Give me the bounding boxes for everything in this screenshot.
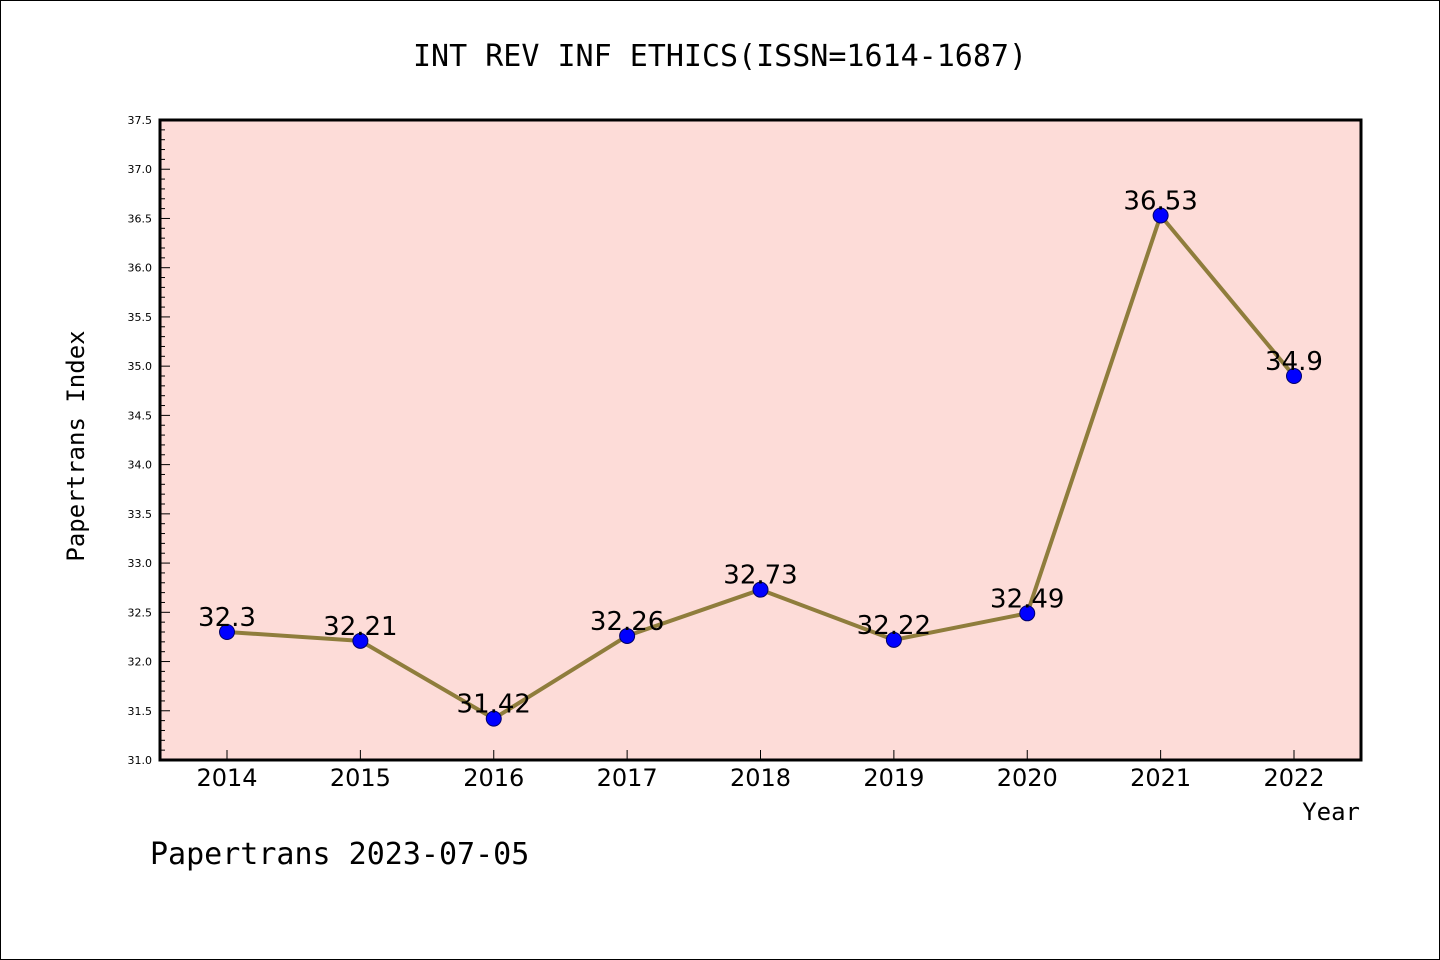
data-point [1152, 207, 1169, 224]
y-tick-label: 32.5 [128, 606, 153, 619]
x-tick-label: 2014 [196, 764, 257, 792]
data-point [1286, 368, 1302, 384]
y-tick-label: 36.0 [128, 262, 153, 275]
x-tick-label: 2016 [463, 764, 524, 792]
data-point [219, 624, 235, 640]
y-tick-label: 32.0 [128, 656, 153, 669]
data-label: 34.9 [1265, 347, 1323, 377]
chart-title: INT REV INF ETHICS(ISSN=1614-1687) [413, 39, 1027, 74]
data-point [752, 581, 769, 598]
data-label: 32.21 [323, 612, 397, 642]
y-tick-label: 36.5 [128, 212, 153, 225]
plot-border [158, 118, 1363, 762]
data-labels: 32.3 32.21 31.42 32.26 32.73 32.22 32.49 36.53 3… [198, 187, 1323, 720]
footer-watermark: Papertrans 2023-07-05 [150, 837, 529, 872]
x-tick-label: 2021 [1130, 764, 1191, 792]
x-tick-label: 2018 [730, 764, 791, 792]
y-tick-label: 35.0 [128, 360, 153, 373]
data-point [485, 710, 502, 727]
x-tick-label: 2019 [863, 764, 924, 792]
y-tick-label: 31.0 [128, 754, 153, 767]
y-tick-label: 31.5 [128, 705, 153, 718]
data-label: 32.73 [723, 561, 797, 591]
x-tick-label: 2017 [597, 764, 658, 792]
data-point [885, 631, 902, 648]
data-label: 32.3 [198, 603, 256, 633]
x-tick-label: 2015 [330, 764, 391, 792]
y-tick-label: 37.5 [128, 114, 153, 127]
data-point [619, 627, 636, 644]
x-tick-label: 2020 [997, 764, 1058, 792]
data-label: 32.26 [590, 607, 664, 637]
y-tick-label: 37.0 [128, 163, 153, 176]
y-axis-title: Papertrans Index [62, 330, 90, 561]
data-markers [219, 207, 1302, 727]
x-tick-label: 2022 [1263, 764, 1324, 792]
data-label: 32.49 [990, 584, 1064, 614]
data-point [352, 632, 369, 649]
y-tick-label: 35.5 [128, 311, 153, 324]
x-axis: 2014 2015 2016 2017 2018 2019 2020 2021 2022 [196, 750, 1325, 792]
x-axis-title: Year [1302, 798, 1360, 826]
data-label: 36.53 [1123, 187, 1197, 217]
y-tick-label: 33.5 [128, 508, 153, 521]
data-label: 31.42 [457, 690, 531, 720]
y-tick-label: 34.5 [128, 409, 153, 422]
y-tick-label: 34.0 [128, 459, 153, 472]
plot-area [160, 120, 1361, 760]
data-point [1019, 605, 1036, 622]
y-tick-label: 33.0 [128, 557, 153, 570]
data-label: 32.22 [857, 611, 931, 641]
y-axis: 31.0 31.5 32.0 32.5 33.0 33.5 34.0 34.5 35.0 35.5… [128, 114, 170, 767]
